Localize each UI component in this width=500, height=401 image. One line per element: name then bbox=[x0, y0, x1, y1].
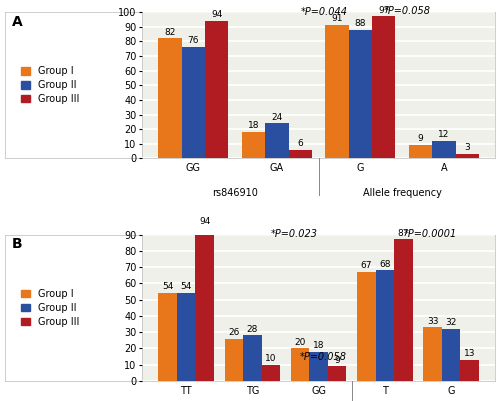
Legend: Group I, Group II, Group III: Group I, Group II, Group III bbox=[16, 285, 84, 330]
Text: 54: 54 bbox=[162, 282, 173, 292]
Text: rs846910: rs846910 bbox=[212, 188, 258, 198]
Text: 9: 9 bbox=[418, 134, 424, 144]
Text: 6: 6 bbox=[298, 139, 303, 148]
Bar bbox=[243, 335, 262, 381]
Bar bbox=[265, 123, 288, 158]
Bar bbox=[158, 38, 182, 158]
Text: B: B bbox=[12, 237, 22, 251]
Text: 13: 13 bbox=[464, 349, 475, 358]
Text: Allele frequency: Allele frequency bbox=[362, 188, 442, 198]
Text: 54: 54 bbox=[180, 282, 192, 292]
Text: 87: 87 bbox=[398, 229, 409, 238]
Bar bbox=[288, 150, 312, 158]
Text: *P=0.058: *P=0.058 bbox=[300, 352, 347, 362]
Text: 94: 94 bbox=[211, 10, 222, 19]
Text: 82: 82 bbox=[164, 28, 175, 36]
Text: 24: 24 bbox=[271, 113, 282, 122]
Text: 32: 32 bbox=[446, 318, 457, 327]
Bar bbox=[326, 25, 348, 158]
Text: 88: 88 bbox=[354, 19, 366, 28]
Text: 18: 18 bbox=[313, 341, 324, 350]
Bar bbox=[262, 365, 280, 381]
Text: 18: 18 bbox=[248, 122, 259, 130]
Text: *P=0.0001: *P=0.0001 bbox=[404, 229, 456, 239]
Bar bbox=[460, 360, 479, 381]
Bar bbox=[328, 366, 346, 381]
Text: *P=0.044: *P=0.044 bbox=[300, 7, 347, 17]
Bar bbox=[291, 348, 310, 381]
Text: 76: 76 bbox=[188, 36, 199, 45]
Text: 33: 33 bbox=[427, 316, 438, 326]
Text: 68: 68 bbox=[379, 259, 390, 269]
Text: 10: 10 bbox=[265, 354, 276, 363]
Bar bbox=[409, 145, 432, 158]
Bar bbox=[357, 272, 376, 381]
Bar bbox=[432, 141, 456, 158]
Bar bbox=[177, 293, 196, 381]
Text: 20: 20 bbox=[294, 338, 306, 346]
Bar bbox=[376, 270, 394, 381]
Text: 26: 26 bbox=[228, 328, 239, 337]
Bar bbox=[310, 352, 328, 381]
Legend: Group I, Group II, Group III: Group I, Group II, Group III bbox=[16, 63, 84, 108]
Bar bbox=[205, 21, 229, 158]
Bar bbox=[394, 239, 412, 381]
Text: *P=0.058: *P=0.058 bbox=[384, 6, 430, 16]
Text: *P=0.023: *P=0.023 bbox=[271, 229, 318, 239]
Bar bbox=[348, 30, 372, 158]
Text: 94: 94 bbox=[199, 217, 210, 226]
Text: 28: 28 bbox=[246, 325, 258, 334]
Text: 67: 67 bbox=[360, 261, 372, 270]
Bar bbox=[242, 132, 265, 158]
Bar bbox=[424, 327, 442, 381]
Bar bbox=[442, 329, 460, 381]
Text: 91: 91 bbox=[331, 14, 342, 23]
Bar bbox=[196, 228, 214, 381]
Bar bbox=[224, 339, 243, 381]
Bar bbox=[372, 16, 396, 158]
Bar bbox=[182, 47, 205, 158]
Text: 9: 9 bbox=[334, 356, 340, 365]
Bar bbox=[158, 293, 177, 381]
Text: 97: 97 bbox=[378, 6, 390, 15]
Bar bbox=[456, 154, 479, 158]
Text: 3: 3 bbox=[464, 143, 470, 152]
Text: 12: 12 bbox=[438, 130, 450, 139]
Text: A: A bbox=[12, 15, 22, 29]
